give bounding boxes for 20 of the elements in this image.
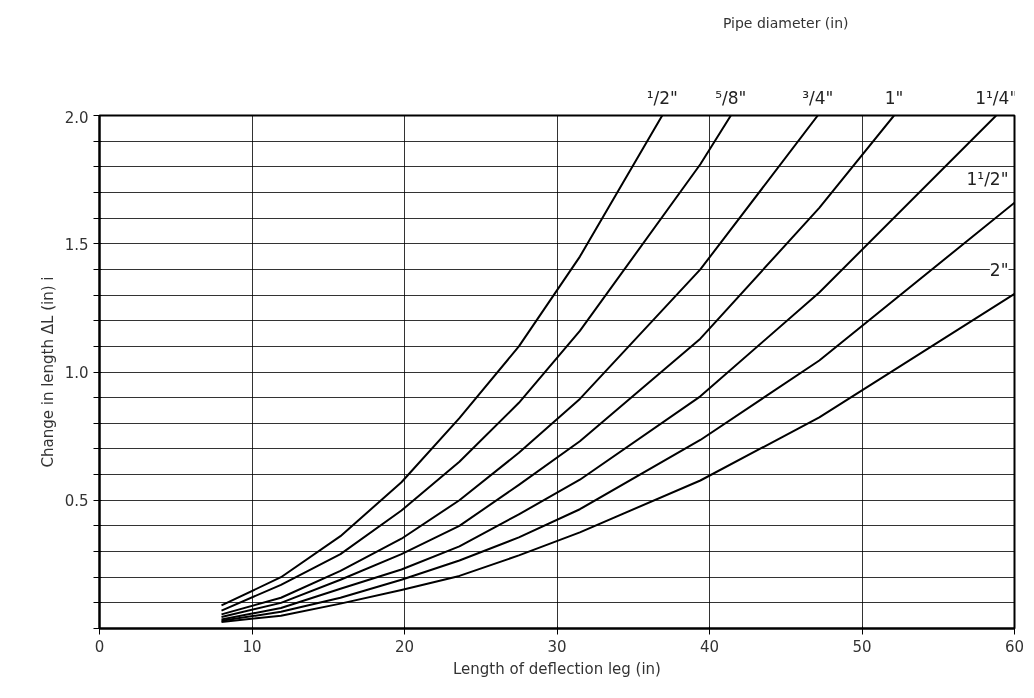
series-label: ³/4" [802, 88, 834, 109]
x-tick-label: 10 [242, 637, 262, 656]
legend-title: Pipe diameter (in) [722, 14, 849, 31]
y-tick-label: 1.5 [64, 235, 89, 254]
x-tick-label: 0 [94, 637, 105, 656]
x-tick-label: 40 [699, 637, 720, 656]
series-label: ⁵/8" [715, 88, 747, 109]
x-tick-label: 60 [1004, 637, 1025, 656]
x-tick-label: 20 [394, 637, 415, 656]
y-tick-label: 2.0 [64, 108, 89, 127]
series-label: 1" [884, 88, 904, 109]
x-axis-title: Length of deflection leg (in) [453, 659, 661, 678]
x-tick-label: 50 [852, 637, 872, 656]
series-label: 2" [989, 259, 1009, 280]
x-tick-label: 30 [547, 637, 567, 656]
series-label: ¹/2" [646, 88, 678, 109]
y-tick-label: 0.5 [64, 492, 89, 511]
series-label: 1¹/2" [966, 168, 1009, 189]
y-axis-title: Change in length ΔL (in) i [38, 276, 57, 468]
y-tick-label: 1.0 [64, 364, 89, 382]
